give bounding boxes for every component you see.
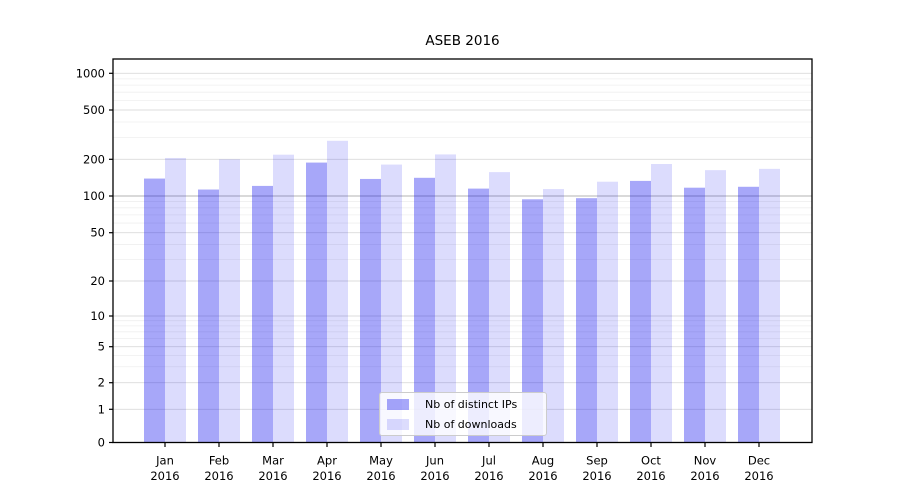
bar-distinct-ips-Sep-2016 bbox=[576, 198, 597, 443]
x-tick-label-month-Jul: Jul bbox=[481, 454, 496, 468]
x-tick-label-year-Jul: 2016 bbox=[474, 469, 503, 483]
y-tick-label-200: 200 bbox=[83, 152, 105, 166]
bar-downloads-Jan-2016 bbox=[165, 157, 186, 443]
x-tick-label-month-Apr: Apr bbox=[317, 454, 337, 468]
y-tick-label-20: 20 bbox=[90, 274, 105, 288]
bar-distinct-ips-Oct-2016 bbox=[630, 180, 651, 443]
bar-distinct-ips-Jul-2016 bbox=[468, 188, 489, 443]
legend-item-distinct-ips: Nb of distinct IPs bbox=[387, 396, 546, 413]
x-tick-label-month-Aug: Aug bbox=[532, 454, 554, 468]
bar-distinct-ips-Apr-2016 bbox=[306, 162, 327, 443]
y-tick-label-10: 10 bbox=[90, 309, 105, 323]
bar-downloads-Mar-2016 bbox=[273, 154, 294, 443]
bar-downloads-Apr-2016 bbox=[327, 140, 348, 443]
bar-distinct-ips-May-2016 bbox=[360, 178, 381, 443]
bar-downloads-May-2016 bbox=[381, 164, 402, 443]
chart-title: ASEB 2016 bbox=[425, 33, 500, 49]
bar-downloads-Sep-2016 bbox=[597, 181, 618, 443]
bar-downloads-Feb-2016 bbox=[219, 159, 240, 443]
x-tick-label-month-Oct: Oct bbox=[641, 454, 661, 468]
x-tick-label-year-May: 2016 bbox=[366, 469, 395, 483]
legend-swatch-distinct-ips bbox=[387, 398, 409, 410]
bar-distinct-ips-Nov-2016 bbox=[684, 187, 705, 443]
y-tick-label-500: 500 bbox=[83, 103, 105, 117]
bar-downloads-Nov-2016 bbox=[705, 170, 726, 443]
x-tick-label-year-Apr: 2016 bbox=[312, 469, 341, 483]
plot-border bbox=[112, 58, 813, 444]
x-tick-label-month-Dec: Dec bbox=[748, 454, 770, 468]
y-tick-label-50: 50 bbox=[90, 226, 105, 240]
x-tick-label-year-Oct: 2016 bbox=[636, 469, 665, 483]
y-tick-label-2: 2 bbox=[98, 376, 105, 390]
bar-distinct-ips-Aug-2016 bbox=[522, 199, 543, 443]
legend-swatch-downloads bbox=[387, 418, 409, 430]
x-tick-label-year-Sep: 2016 bbox=[582, 469, 611, 483]
x-tick-label-year-Feb: 2016 bbox=[204, 469, 233, 483]
x-tick-label-year-Jun: 2016 bbox=[420, 469, 449, 483]
x-tick-label-month-Jan: Jan bbox=[155, 454, 174, 468]
bar-downloads-Oct-2016 bbox=[651, 164, 672, 443]
x-tick-label-month-Jun: Jun bbox=[425, 454, 444, 468]
y-tick-label-1000: 1000 bbox=[76, 66, 105, 80]
x-tick-label-year-Dec: 2016 bbox=[744, 469, 773, 483]
x-tick-label-month-Sep: Sep bbox=[586, 454, 608, 468]
bar-downloads-Jul-2016 bbox=[489, 172, 510, 443]
bar-distinct-ips-Mar-2016 bbox=[252, 185, 273, 443]
x-tick-label-year-Jan: 2016 bbox=[150, 469, 179, 483]
bar-distinct-ips-Jun-2016 bbox=[414, 177, 435, 443]
y-tick-label-5: 5 bbox=[98, 340, 105, 354]
legend-label-distinct-ips: Nb of distinct IPs bbox=[425, 397, 518, 411]
x-tick-label-year-Aug: 2016 bbox=[528, 469, 557, 483]
bar-downloads-Dec-2016 bbox=[759, 168, 780, 443]
bar-downloads-Aug-2016 bbox=[543, 189, 564, 443]
x-tick-label-month-Feb: Feb bbox=[209, 454, 229, 468]
x-tick-label-year-Mar: 2016 bbox=[258, 469, 287, 483]
legend-item-downloads: Nb of downloads bbox=[387, 416, 546, 433]
x-tick-label-month-Mar: Mar bbox=[262, 454, 284, 468]
y-tick-label-0: 0 bbox=[98, 436, 105, 450]
x-tick-label-year-Nov: 2016 bbox=[690, 469, 719, 483]
y-tick-label-100: 100 bbox=[83, 189, 105, 203]
bar-downloads-Jun-2016 bbox=[435, 154, 456, 443]
bar-distinct-ips-Dec-2016 bbox=[738, 186, 759, 443]
legend: Nb of distinct IPs Nb of downloads bbox=[379, 392, 547, 436]
x-tick-label-month-Nov: Nov bbox=[694, 454, 717, 468]
legend-label-downloads: Nb of downloads bbox=[425, 417, 517, 431]
bar-distinct-ips-Jan-2016 bbox=[144, 178, 165, 443]
bar-distinct-ips-Feb-2016 bbox=[198, 189, 219, 443]
x-tick-label-month-May: May bbox=[369, 454, 393, 468]
y-tick-label-1: 1 bbox=[98, 402, 105, 416]
